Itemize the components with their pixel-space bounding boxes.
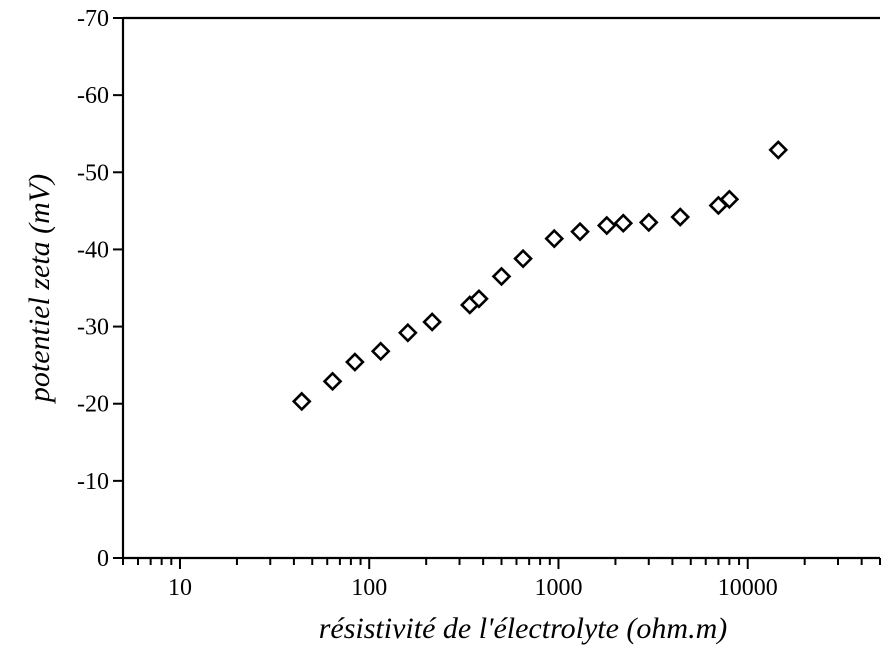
y-axis-title: potentiel zeta (mV) — [23, 174, 56, 404]
data-point — [570, 221, 590, 242]
x-axis-title: résistivité de l'électrolyte (ohm.m) — [319, 612, 728, 645]
data-point — [544, 228, 565, 249]
plot-frame — [121, 16, 880, 560]
data-point — [613, 213, 634, 234]
x-tick-label: 10000 — [718, 575, 778, 601]
data-point — [768, 140, 789, 160]
y-tick-label: -30 — [77, 315, 109, 341]
data-point — [422, 312, 442, 332]
data-point — [513, 248, 533, 269]
y-tick-label: -70 — [77, 6, 109, 32]
data-point — [291, 391, 312, 412]
x-tick-label: 100 — [351, 575, 387, 601]
y-axis-ticks: 0 -10 -20 -30 -40 -50 -60 -70 — [77, 6, 123, 572]
data-point — [370, 341, 391, 362]
y-tick-label: -10 — [77, 469, 109, 495]
y-tick-label: -40 — [77, 237, 109, 263]
y-tick-label: -50 — [77, 160, 109, 186]
data-point — [670, 207, 691, 227]
data-point — [638, 212, 659, 233]
data-point — [322, 371, 343, 392]
y-tick-label: -60 — [77, 83, 109, 109]
data-series — [291, 140, 789, 412]
data-point — [491, 266, 512, 287]
y-tick-label: 0 — [97, 546, 109, 572]
x-tick-label: 10 — [168, 575, 192, 601]
data-point — [719, 189, 740, 210]
data-point — [469, 288, 489, 309]
x-tick-label: 1000 — [534, 575, 582, 601]
data-point — [398, 322, 418, 343]
data-point — [596, 215, 617, 236]
y-tick-label: -20 — [77, 392, 109, 418]
data-point — [345, 352, 365, 372]
x-axis-ticks: 10 100 1000 10000 — [122, 558, 881, 601]
